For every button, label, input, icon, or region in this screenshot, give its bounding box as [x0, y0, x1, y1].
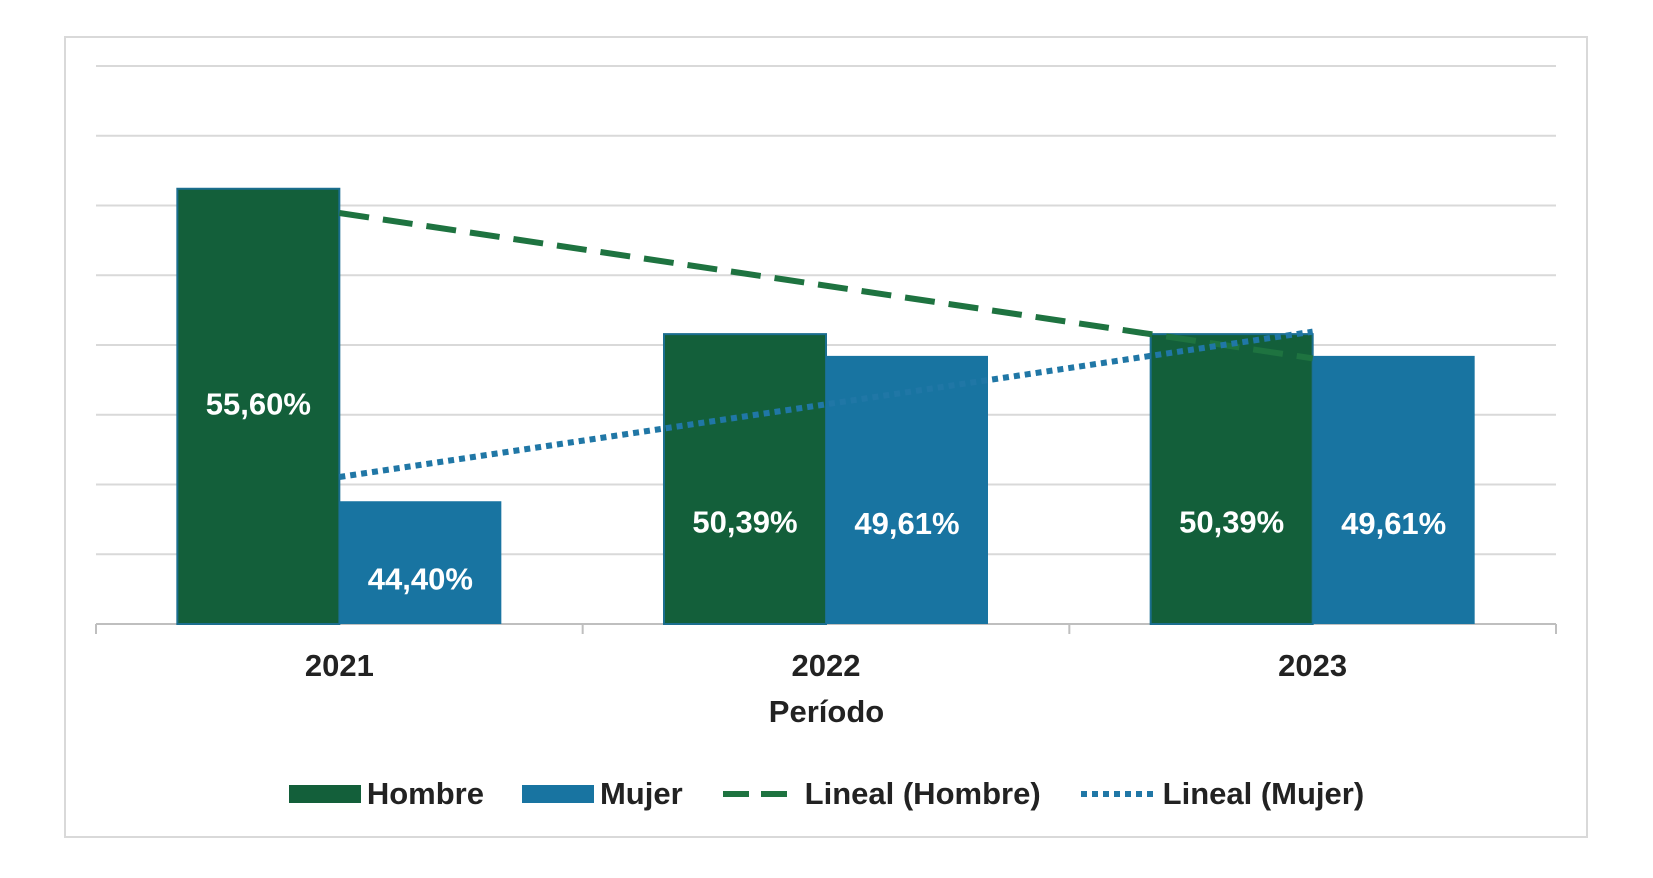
legend-swatch-lineal-mujer: [1080, 791, 1155, 797]
legend-label-lineal-mujer: Lineal (Mujer): [1162, 776, 1365, 811]
data-label: 44,40%: [368, 561, 473, 596]
bar-hombre-2022: [663, 333, 827, 625]
x-axis-title: Período: [768, 694, 885, 729]
bar-mujer-2022: [826, 355, 988, 624]
data-label: 55,60%: [206, 387, 311, 422]
trendline-hombre: [338, 210, 1314, 362]
data-label: 49,61%: [854, 506, 959, 541]
data-label: 49,61%: [1341, 506, 1446, 541]
bar-mujer-2021: [339, 501, 502, 624]
bar-hombre-2021: [176, 187, 341, 625]
x-tick-label: 2023: [1278, 648, 1347, 683]
legend-label-mujer: Mujer: [599, 776, 683, 811]
data-label: 50,39%: [1179, 504, 1284, 539]
legend-label-lineal-hombre: Lineal (Hombre): [804, 776, 1041, 811]
legend-item-hombre: Hombre: [288, 776, 484, 812]
data-label: 50,39%: [692, 504, 797, 539]
legend-item-mujer: Mujer: [521, 776, 683, 812]
x-tick-label: 2021: [305, 648, 374, 683]
legend-item-lineal-hombre: Lineal (Hombre): [721, 776, 1041, 812]
legend-label-hombre: Hombre: [366, 776, 484, 811]
bar-hombre-2023: [1149, 333, 1314, 625]
bar-mujer-2023: [1312, 355, 1475, 624]
x-tick-label: 2022: [792, 648, 861, 683]
legend-item-lineal-mujer: Lineal (Mujer): [1079, 776, 1365, 812]
legend-swatch-mujer: [521, 785, 594, 803]
legend: Hombre Mujer Lineal (Hombre) Lineal (Muj…: [0, 772, 1653, 816]
legend-swatch-lineal-hombre: [722, 791, 797, 797]
legend-swatch-hombre: [288, 785, 361, 803]
